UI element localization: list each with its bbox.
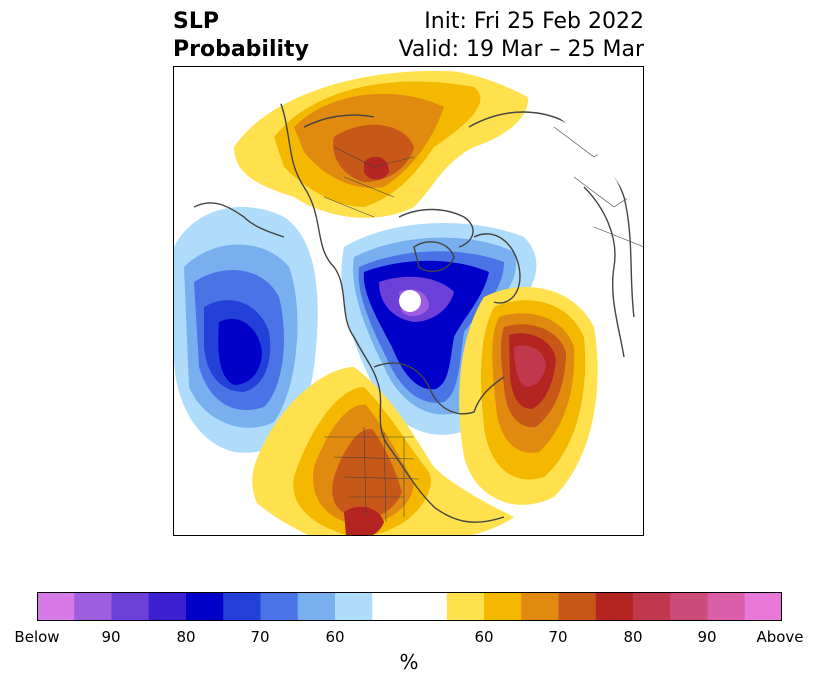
colorbar-swatches: [37, 592, 782, 621]
coastlines: [193, 86, 635, 523]
colorbar-swatch: [409, 592, 448, 621]
colorbar-tick-label: 70: [250, 628, 270, 646]
colorbar-tick-label: 70: [548, 628, 568, 646]
valid-date-label: Valid: 19 Mar – 25 Mar: [398, 37, 644, 62]
anomaly-below-pacific: [174, 207, 318, 453]
colorbar-swatch: [186, 592, 224, 621]
colorbar-swatch: [633, 592, 671, 621]
colorbar-swatch: [521, 592, 559, 621]
plot-title: SLP Probability: [173, 8, 309, 64]
colorbar: [37, 592, 782, 621]
probability-map: [173, 66, 644, 536]
colorbar-border: [37, 592, 782, 621]
plot-dates: Init: Fri 25 Feb 2022 Valid: 19 Mar – 25…: [399, 8, 644, 64]
colorbar-tick-label: 90: [697, 628, 717, 646]
anomaly-above-atlantic: [459, 287, 598, 505]
colorbar-swatch: [744, 592, 782, 621]
colorbar-swatch: [558, 592, 597, 621]
colorbar-tick-label: Below: [14, 628, 60, 646]
colorbar-swatch: [37, 592, 75, 621]
colorbar-tick-label: 60: [325, 628, 345, 646]
colorbar-tick-label: Above: [756, 628, 804, 646]
title-line-1: SLP: [173, 9, 219, 34]
colorbar-swatch: [595, 592, 634, 621]
title-line-2: Probability: [173, 37, 309, 62]
colorbar-tick-label: 60: [474, 628, 494, 646]
colorbar-swatch: [372, 592, 410, 621]
map-canvas: [174, 70, 643, 535]
colorbar-swatch: [297, 592, 336, 621]
colorbar-swatch: [484, 592, 522, 621]
colorbar-swatch: [111, 592, 150, 621]
colorbar-swatch: [707, 592, 746, 621]
anomaly-below-arctic: [341, 223, 537, 435]
colorbar-swatch: [446, 592, 485, 621]
colorbar-swatch: [74, 592, 112, 621]
colorbar-tick-label: 80: [176, 628, 196, 646]
colorbar-tick-label: 80: [623, 628, 643, 646]
init-date-label: Init: Fri 25 Feb 2022: [424, 9, 644, 34]
anomaly-above-eurasia: [234, 70, 528, 218]
colorbar-unit-label: %: [399, 650, 419, 674]
colorbar-tick-label: 90: [101, 628, 121, 646]
colorbar-swatch: [670, 592, 708, 621]
colorbar-swatch: [335, 592, 373, 621]
colorbar-swatch: [260, 592, 299, 621]
colorbar-swatch: [148, 592, 187, 621]
colorbar-swatch: [223, 592, 261, 621]
